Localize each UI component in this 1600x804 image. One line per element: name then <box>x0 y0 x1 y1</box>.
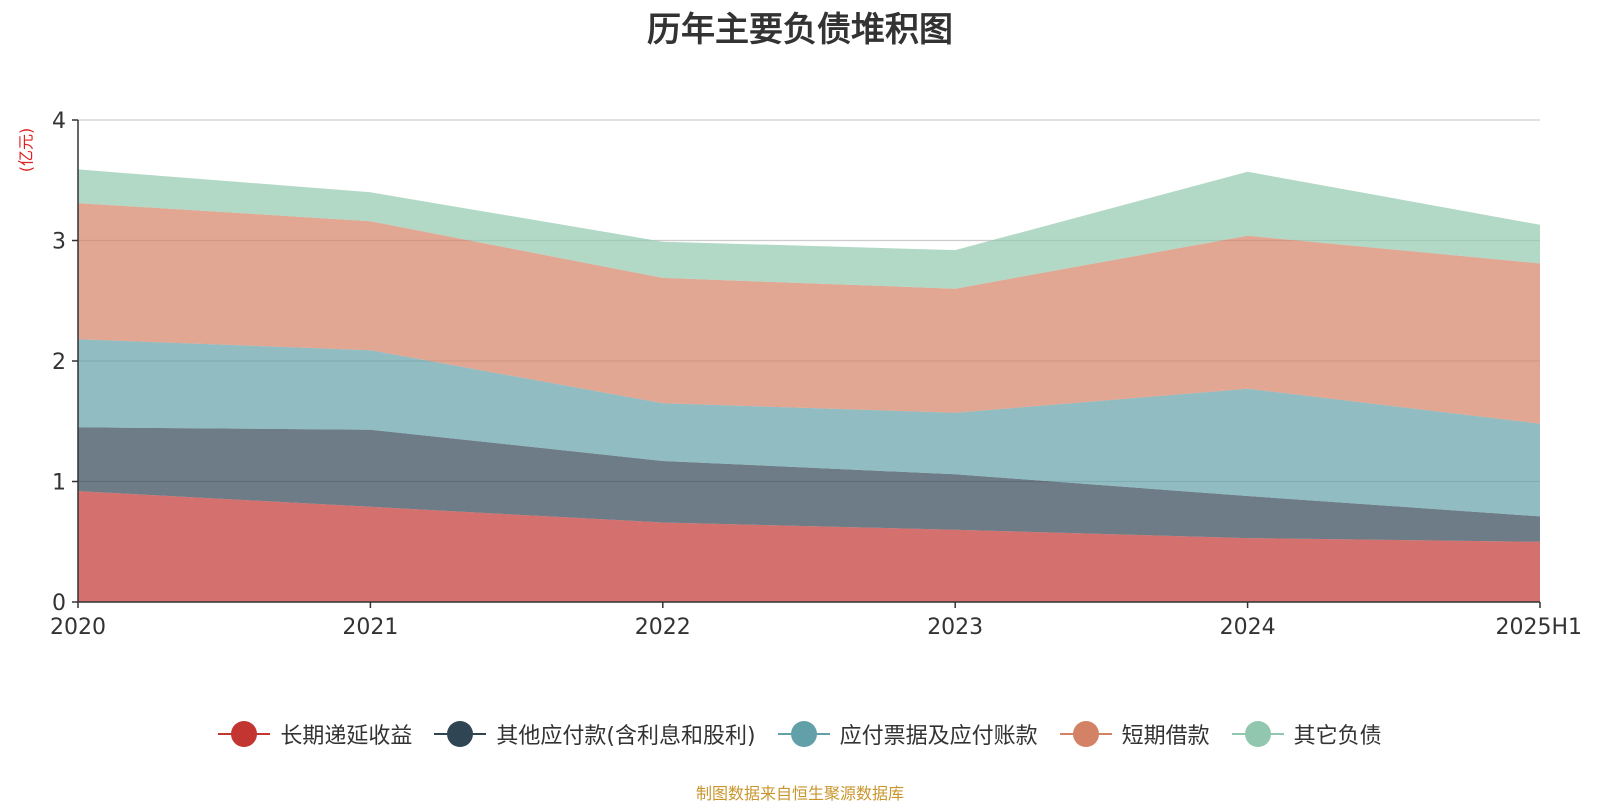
legend-item-1[interactable]: 长期递延收益 <box>218 718 412 750</box>
x-tick-label: 2023 <box>927 615 983 640</box>
area-series-1 <box>78 491 1540 602</box>
legend-marker-icon <box>218 721 271 747</box>
legend-item-2[interactable]: 其他应付款(含利息和股利) <box>434 718 756 750</box>
legend-label: 应付票据及应付账款 <box>839 724 1038 749</box>
legend-label: 其他应付款(含利息和股利) <box>496 724 756 749</box>
x-tick-label: 2022 <box>635 615 691 640</box>
data-source-note: 制图数据来自恒生聚源数据库 <box>695 784 904 803</box>
stacked-area-chart: 0 1 2 3 4 2020 2021 2022 2023 2024 2025H1 <box>50 109 1582 640</box>
legend-item-5[interactable]: 其它负债 <box>1231 718 1382 750</box>
axes <box>72 119 1541 608</box>
legend-item-4[interactable]: 短期借款 <box>1059 718 1210 750</box>
legend-item-3[interactable]: 应付票据及应付账款 <box>777 718 1038 750</box>
legend-label: 短期借款 <box>1121 724 1210 749</box>
x-tick-labels: 2020 2021 2022 2023 2024 2025H1 <box>50 615 1582 640</box>
area-series-4 <box>78 203 1540 424</box>
x-tick-label: 2021 <box>342 615 398 640</box>
legend-marker-icon <box>1059 721 1112 747</box>
area-series-3 <box>78 339 1540 517</box>
y-tick-label: 3 <box>52 230 66 255</box>
y-tick-label: 0 <box>52 591 66 616</box>
x-tick-label: 2024 <box>1220 615 1276 640</box>
area-series-2 <box>78 427 1540 542</box>
y-tick-labels: 0 1 2 3 4 <box>52 109 66 616</box>
legend-marker-icon <box>777 721 830 747</box>
y-tick-label: 2 <box>52 350 66 375</box>
area-series <box>78 169 1540 602</box>
chart-title: 历年主要负债堆积图 <box>647 10 953 50</box>
legend-label: 其它负债 <box>1293 724 1382 749</box>
area-series-5 <box>78 169 1540 289</box>
legend-label: 长期递延收益 <box>280 724 413 749</box>
x-tick-label: 2020 <box>50 615 106 640</box>
y-tick-label: 1 <box>52 471 66 496</box>
y-tick-label: 4 <box>52 109 66 134</box>
x-tick-label: 2025H1 <box>1495 615 1582 640</box>
legend: 长期递延收益 其他应付款(含利息和股利) 应付票据及应付账款 短期借款 其它负债 <box>0 718 1600 750</box>
legend-marker-icon <box>1231 721 1284 747</box>
legend-marker-icon <box>434 721 487 747</box>
